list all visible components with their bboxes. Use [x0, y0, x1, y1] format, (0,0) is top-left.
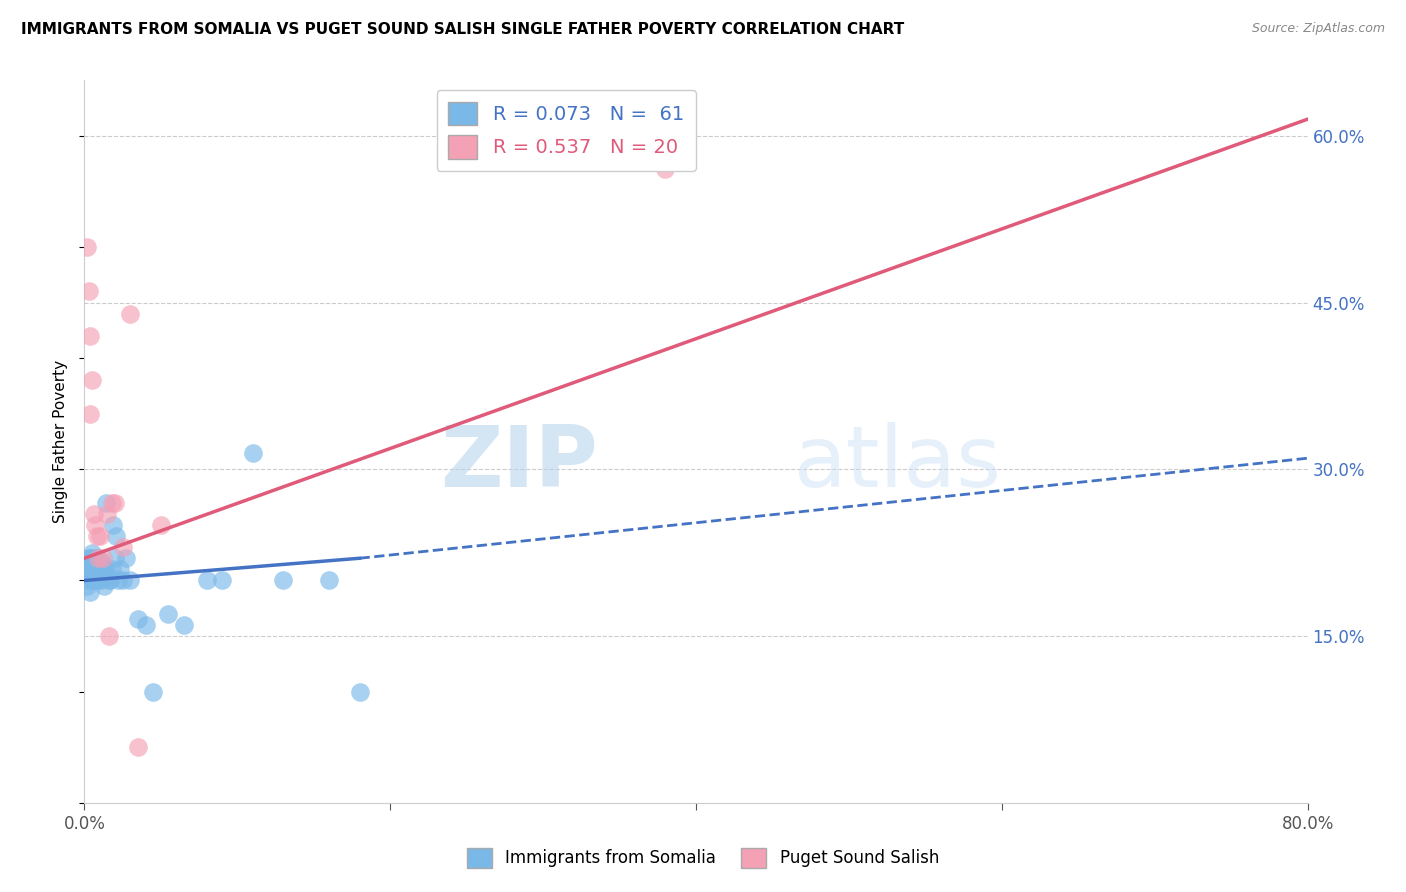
- Point: [91, 551, 114, 566]
- Legend: R = 0.073   N =  61, R = 0.537   N = 20: R = 0.073 N = 61, R = 0.537 N = 20: [437, 90, 696, 170]
- Point: [77, 285, 100, 299]
- Point: [80, 546, 103, 560]
- Point: [86, 568, 108, 582]
- Point: [120, 574, 142, 588]
- Point: [98, 574, 121, 588]
- Point: [86, 529, 108, 543]
- Point: [101, 562, 124, 576]
- Point: [83, 557, 105, 571]
- Point: [104, 496, 127, 510]
- Point: [76, 557, 98, 571]
- Point: [80, 373, 103, 387]
- Point: [96, 507, 118, 521]
- Point: [127, 740, 149, 755]
- Point: [127, 612, 149, 626]
- Point: [195, 574, 218, 588]
- Point: [84, 568, 107, 582]
- Point: [93, 579, 115, 593]
- Point: [271, 574, 294, 588]
- Point: [80, 557, 103, 571]
- Text: ZIP: ZIP: [440, 422, 598, 505]
- Point: [94, 496, 117, 510]
- Point: [89, 529, 111, 543]
- Legend: Immigrants from Somalia, Puget Sound Salish: Immigrants from Somalia, Puget Sound Sal…: [460, 841, 946, 875]
- Point: [108, 562, 131, 576]
- Point: [149, 517, 172, 532]
- Point: [76, 579, 98, 593]
- Point: [89, 557, 111, 571]
- Point: [114, 551, 136, 566]
- Point: [84, 574, 107, 588]
- Point: [86, 551, 108, 566]
- Point: [211, 574, 233, 588]
- Point: [91, 557, 114, 571]
- Point: [120, 307, 142, 321]
- Point: [77, 562, 100, 576]
- Point: [79, 329, 101, 343]
- Point: [76, 240, 98, 254]
- Point: [83, 507, 105, 521]
- Point: [87, 574, 110, 588]
- Text: IMMIGRANTS FROM SOMALIA VS PUGET SOUND SALISH SINGLE FATHER POVERTY CORRELATION : IMMIGRANTS FROM SOMALIA VS PUGET SOUND S…: [21, 22, 904, 37]
- Point: [84, 557, 107, 571]
- Point: [84, 517, 107, 532]
- Point: [77, 551, 100, 566]
- Point: [90, 562, 112, 576]
- Point: [349, 684, 371, 698]
- Point: [97, 629, 120, 643]
- Point: [93, 562, 115, 576]
- Point: [654, 162, 676, 177]
- Point: [242, 445, 264, 459]
- Point: [111, 574, 134, 588]
- Point: [83, 562, 105, 576]
- Point: [79, 568, 101, 582]
- Point: [83, 551, 105, 566]
- Point: [79, 551, 101, 566]
- Point: [79, 584, 101, 599]
- Point: [142, 684, 165, 698]
- Point: [79, 557, 101, 571]
- Point: [111, 540, 134, 554]
- Point: [157, 607, 180, 621]
- Point: [77, 574, 100, 588]
- Point: [103, 517, 125, 532]
- Point: [318, 574, 340, 588]
- Point: [97, 574, 120, 588]
- Point: [87, 551, 110, 566]
- Y-axis label: Single Father Poverty: Single Father Poverty: [53, 360, 69, 523]
- Point: [75, 568, 97, 582]
- Point: [87, 551, 110, 566]
- Point: [96, 568, 118, 582]
- Point: [173, 618, 195, 632]
- Point: [90, 574, 112, 588]
- Point: [89, 562, 111, 576]
- Point: [80, 568, 103, 582]
- Point: [91, 568, 114, 582]
- Point: [89, 568, 111, 582]
- Point: [87, 562, 110, 576]
- Point: [101, 496, 124, 510]
- Point: [79, 407, 101, 421]
- Point: [86, 557, 108, 571]
- Point: [83, 574, 105, 588]
- Point: [104, 551, 127, 566]
- Point: [105, 529, 128, 543]
- Point: [107, 574, 129, 588]
- Point: [84, 562, 107, 576]
- Text: Source: ZipAtlas.com: Source: ZipAtlas.com: [1251, 22, 1385, 36]
- Point: [135, 618, 157, 632]
- Point: [80, 574, 103, 588]
- Text: atlas: atlas: [794, 422, 1002, 505]
